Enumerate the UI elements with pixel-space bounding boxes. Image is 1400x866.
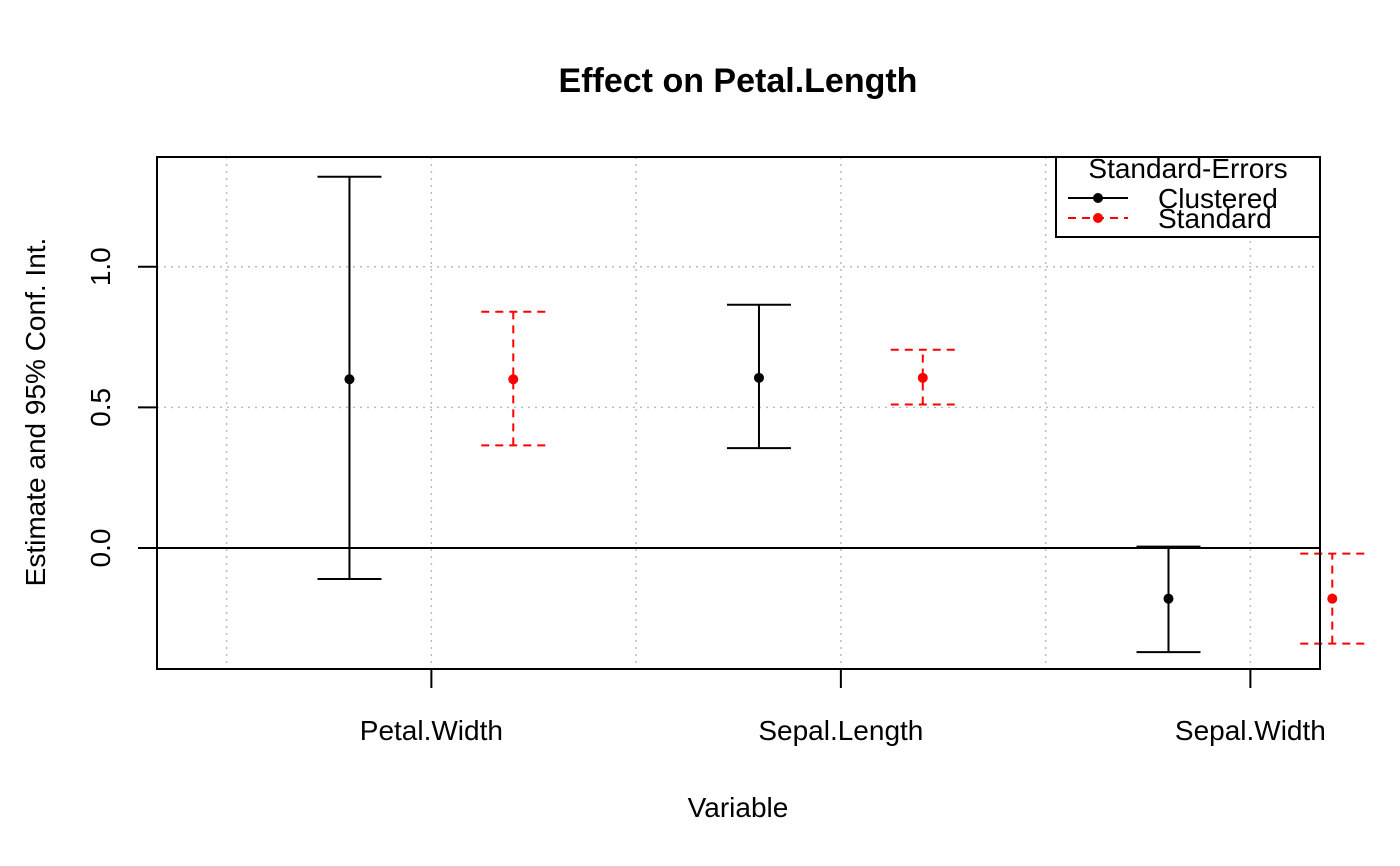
x-tick-label: Sepal.Length [758,715,923,746]
error-bar-clustered-petal-width [317,175,382,580]
y-axis-label: Estimate and 95% Conf. Int. [20,238,51,587]
error-bar-standard-sepal-width [1300,552,1365,645]
error-bar-clustered-sepal-length [726,303,791,450]
legend-title: Standard-Errors [1088,153,1287,184]
x-axis: Petal.Width Sepal.Length Sepal.Width [360,669,1326,746]
legend-entry-label: Clustered [1158,183,1278,214]
legend-box [1055,156,1321,238]
error-bars [317,175,1365,654]
error-bar-standard-sepal-length [890,348,955,406]
error-bar-standard-petal-width [481,310,546,447]
legend-swatch-point [1093,213,1103,223]
x-axis-label: Variable [688,792,789,823]
estimate-point [508,374,519,385]
y-tick-label: 0.5 [85,388,116,427]
estimate-point [1327,593,1338,604]
legend-entry-label: Standard [1158,203,1272,234]
y-axis: 0.0 0.5 1.0 [85,247,157,568]
x-tick-label: Sepal.Width [1175,715,1326,746]
y-tick-label: 1.0 [85,247,116,286]
plot-frame [156,156,1321,670]
x-tick-label: Petal.Width [360,715,503,746]
estimate-point [753,372,764,383]
estimate-point [344,374,355,385]
y-tick-label: 0.0 [85,529,116,568]
legend-swatch-point [1093,193,1103,203]
estimate-point [917,372,928,383]
chart-title: Effect on Petal.Length [559,62,918,100]
error-bar-clustered-sepal-width [1136,545,1201,654]
estimate-point [1163,593,1174,604]
